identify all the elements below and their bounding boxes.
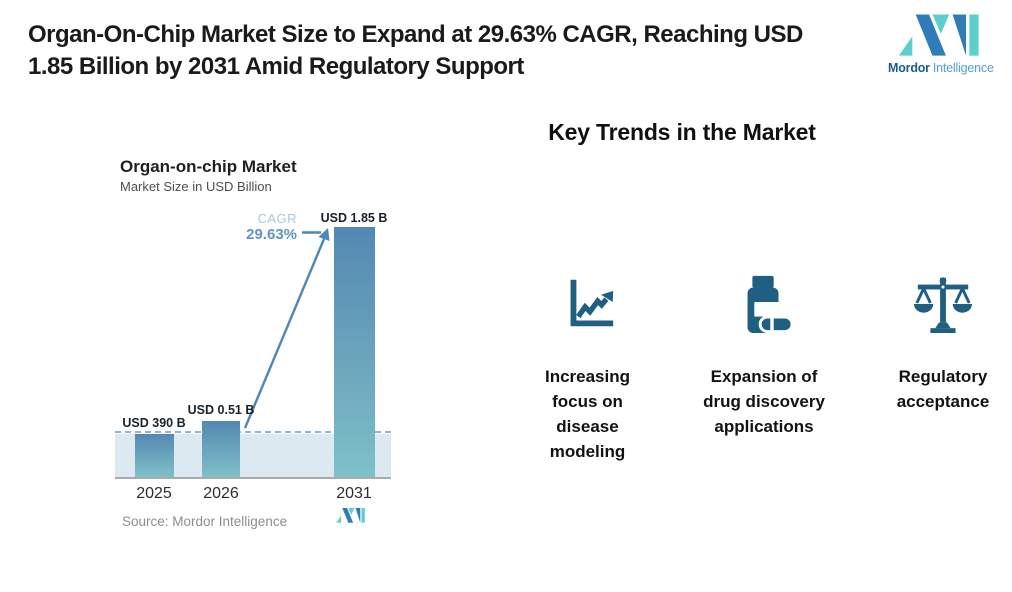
mordor-logo-icon [898, 14, 979, 56]
line-chart-icon [570, 279, 613, 327]
bar-value-2031: USD 1.85 B [320, 211, 388, 225]
trend-label: Increasing focus on disease modeling [544, 367, 631, 461]
trend-item-drug-discovery: Expansion of drug discovery applications [674, 270, 854, 439]
balance-scale-icon [913, 277, 973, 334]
brand-logo: Mordor Intelligence [888, 12, 994, 75]
bar-value-2025: USD 390 B [122, 416, 186, 430]
reference-dashed-line [115, 431, 391, 433]
x-tick-2031: 2031 [336, 485, 372, 502]
page-title-line2: 1.85 Billion by 2031 Amid Regulatory Sup… [28, 53, 524, 80]
cagr-value: 29.63% [246, 226, 297, 243]
trend-label: Expansion of drug discovery applications [703, 367, 825, 436]
trend-item-regulatory: Regulatory acceptance [852, 270, 1012, 414]
page-title: Organ-On-Chip Market Size to Expand at 2… [28, 19, 888, 83]
trend-icon-wrap [852, 270, 1012, 336]
trend-label: Regulatory acceptance [896, 367, 990, 411]
trend-item-disease-modeling: Increasing focus on disease modeling [500, 270, 675, 464]
chart-title: Organ-on-chip Market [120, 157, 297, 176]
bar-value-2026: USD 0.51 B [187, 403, 255, 417]
x-axis-line [115, 477, 391, 479]
x-tick-2025: 2025 [136, 485, 172, 502]
brand-name: Mordor Intelligence [888, 61, 994, 75]
page-title-line1: Organ-On-Chip Market Size to Expand at 2… [28, 21, 803, 48]
mordor-logo-small-icon [336, 508, 365, 523]
pill-bottle-icon [747, 275, 794, 334]
trend-icon-wrap [674, 270, 854, 336]
trends-heading: Key Trends in the Market [548, 119, 816, 145]
market-chart: Organ-on-chip Market Market Size in USD … [100, 145, 400, 545]
bar-2026 [202, 421, 240, 477]
x-tick-2026: 2026 [203, 485, 239, 502]
brand-name-secondary: Intelligence [932, 61, 994, 75]
bar-2025 [135, 434, 174, 477]
cagr-label: CAGR [257, 211, 297, 226]
chart-subtitle: Market Size in USD Billion [120, 179, 272, 194]
trend-icon-wrap [500, 270, 675, 336]
bar-2031 [334, 227, 375, 477]
chart-source: Source: Mordor Intelligence [122, 514, 288, 529]
brand-name-primary: Mordor [888, 61, 930, 75]
